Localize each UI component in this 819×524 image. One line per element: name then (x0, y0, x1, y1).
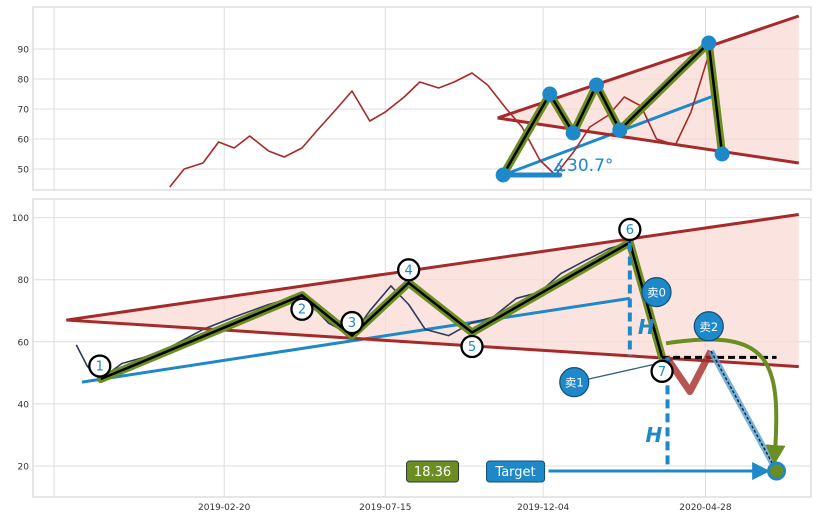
pattern-point-dot (542, 86, 558, 102)
sell-path-blue-dash (710, 350, 778, 472)
sell-marker-label: 卖2 (699, 320, 718, 334)
pattern-point-marker (460, 334, 484, 359)
pattern-point-marker (290, 297, 314, 321)
x-tick-label: 2020-04-28 (679, 503, 732, 513)
pattern-point-dot (588, 77, 604, 93)
pattern-point-label: 6 (626, 223, 634, 238)
pattern-point-marker (650, 359, 674, 383)
sell-marker (641, 277, 672, 308)
sell-path-red (663, 349, 715, 395)
y-tick-label: 90 (18, 46, 30, 56)
pattern-point-label: 5 (468, 340, 476, 355)
y-tick-label: 80 (18, 76, 30, 86)
height-label-right: H (646, 423, 663, 447)
y-tick-label: 20 (18, 462, 30, 472)
sell-marker (559, 367, 590, 398)
sell-marker (693, 311, 724, 342)
y-tick-label: 70 (18, 106, 30, 116)
target-point (767, 461, 787, 481)
pattern-point-label: 4 (405, 263, 413, 278)
pattern-point-dot (701, 35, 717, 51)
angle-annotation: ∡30.7° (552, 156, 614, 176)
y-tick-label: 40 (18, 400, 30, 410)
projection-arc-arrow (665, 337, 786, 466)
y-tick-label: 60 (18, 136, 30, 146)
price-series-line (169, 54, 726, 188)
y-tick-label: 100 (12, 214, 29, 224)
pattern-point-marker (88, 354, 112, 378)
pattern-point-label: 7 (658, 365, 666, 380)
y-tick-label: 50 (18, 166, 30, 176)
pattern-point-label: 1 (96, 360, 104, 375)
pattern-point-dot (612, 122, 628, 138)
sell-marker-label: 卖0 (647, 286, 666, 300)
pattern-point-dot (714, 146, 730, 162)
trend-lower-line (497, 116, 799, 165)
top-panel: 50 60 70 80 90 ∡30.7° (18, 6, 812, 191)
pattern-point-marker (340, 310, 364, 335)
blue-trend-line (81, 296, 631, 384)
y-tick-label: 60 (18, 338, 30, 348)
pattern-point-marker (397, 258, 421, 282)
x-tick-label: 2019-12-04 (517, 503, 570, 513)
pattern-point-label: 2 (298, 303, 306, 318)
target-value-box (406, 460, 460, 483)
y-tick-label: 80 (18, 276, 30, 286)
target-label-text: Target (494, 465, 535, 480)
x-tick-label: 2019-07-15 (359, 503, 411, 513)
trend-upper-line (66, 213, 799, 322)
sell-marker-label: 卖1 (565, 376, 584, 390)
pattern-point-dot (565, 125, 581, 141)
target-label-box (486, 460, 546, 483)
height-label-left: H (638, 315, 655, 339)
pattern-point-marker (618, 217, 642, 242)
pattern-point-label: 3 (348, 316, 356, 331)
trend-lower-line (66, 318, 799, 369)
target-value-text: 18.36 (414, 465, 451, 480)
bottom-panel: 20 40 60 80 100 2019-02-20 2019-07-15 2019-12-0… (12, 198, 812, 513)
x-tick-label: 2019-02-20 (198, 503, 251, 513)
